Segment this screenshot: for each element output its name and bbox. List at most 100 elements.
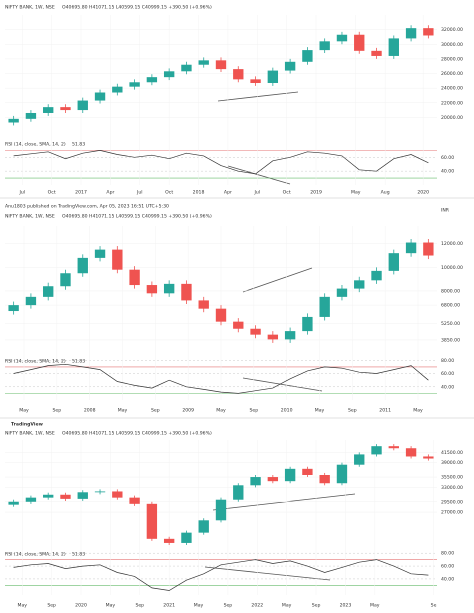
x-tick-label: May: [216, 408, 226, 414]
candle-body: [198, 300, 209, 309]
candle-body: [423, 28, 434, 36]
x-tick-label: May: [106, 603, 116, 609]
x-tick-label: Jul: [254, 190, 261, 196]
rsi-tick-label: 60.00: [441, 564, 454, 570]
candle-body: [112, 86, 123, 93]
candle-body: [319, 296, 330, 317]
x-tick-label: May: [413, 408, 423, 414]
rsi-label: RSI (14, close, SMA, 14, 2): [5, 552, 66, 558]
candle-body: [405, 242, 417, 254]
candle-body: [43, 494, 54, 498]
rsi-value: 51.83: [72, 142, 85, 148]
candle-body: [181, 283, 192, 301]
trend-line: [242, 267, 313, 293]
candle-body: [215, 499, 227, 521]
candle-body: [146, 503, 158, 539]
ohlc-text: O40695.80 H41071.15 L40599.15 C40999.15 …: [62, 431, 212, 437]
ohlc-text: O40695.80 H41071.15 L40599.15 C40999.15 …: [62, 5, 212, 11]
x-tick-label: Apr: [224, 190, 232, 196]
x-tick-label: May: [315, 408, 325, 414]
y-tick-label: 33000.00: [441, 485, 463, 491]
rsi-line: [13, 559, 429, 591]
y-tick-label: 35500.00: [441, 475, 463, 481]
candle-body: [25, 296, 37, 306]
x-tick-label: 2022: [251, 603, 263, 609]
x-tick-label: Sep: [249, 408, 258, 414]
candle-body: [8, 118, 19, 123]
candle-body: [94, 92, 106, 101]
candle-body: [112, 249, 123, 270]
candle-body: [233, 321, 244, 329]
x-tick-label: Sep: [312, 603, 321, 609]
y-tick-label: 8000.00: [441, 288, 460, 294]
x-tick-label: 2020: [417, 190, 429, 196]
trend-line: [204, 566, 331, 581]
candle-body: [388, 253, 399, 271]
candle-body: [146, 285, 158, 294]
x-tick-label: Sep: [224, 603, 233, 609]
candle-body: [354, 454, 365, 465]
candle-body: [284, 61, 296, 71]
candle-body: [43, 286, 54, 297]
x-tick-label: Jul: [19, 190, 26, 196]
y-tick-label: 5250.00: [441, 321, 460, 327]
rsi-tick-label: 80.00: [441, 358, 454, 364]
y-tick-label: 30000.00: [441, 42, 463, 48]
candle-body: [60, 494, 71, 499]
candle-body: [371, 270, 382, 281]
candle-body: [25, 497, 37, 502]
x-tick-label: Oct: [283, 190, 291, 196]
y-tick-label: 39000.00: [441, 460, 463, 466]
candle-body: [43, 107, 54, 113]
symbol-title: NIFTY BANK, 1W, NSE: [5, 5, 55, 11]
candle-body: [233, 485, 244, 500]
x-tick-label: May: [282, 603, 292, 609]
logo: TradingView: [11, 422, 44, 428]
x-tick-label: 2021: [163, 603, 175, 609]
x-tick-label: May: [194, 603, 204, 609]
y-tick-label: 32000.00: [441, 27, 463, 33]
rsi-tick-label: 60.00: [441, 155, 454, 161]
y-tick-label: 28000.00: [441, 56, 463, 62]
candle-body: [94, 249, 106, 258]
rsi-tick-label: 40.00: [441, 576, 454, 582]
candle-body: [284, 331, 296, 340]
candle-body: [267, 334, 279, 340]
x-tick-label: 2009: [182, 408, 194, 414]
y-tick-label: 29500.00: [441, 499, 463, 505]
y-tick-label: 26000.00: [441, 71, 463, 77]
candle-body: [129, 269, 140, 286]
rsi-tick-label: 40.00: [441, 169, 454, 175]
x-tick-label: 2008: [84, 408, 96, 414]
candle-body: [354, 34, 365, 51]
y-tick-label: 24000.00: [441, 86, 463, 92]
x-tick-label: Sep: [47, 603, 56, 609]
symbol-title: NIFTY BANK, 1W, NSE: [5, 214, 55, 220]
x-tick-label: Oct: [48, 190, 56, 196]
candle-body: [388, 446, 399, 449]
x-tick-label: Jul: [136, 190, 143, 196]
x-tick-label: May: [370, 603, 380, 609]
candle-body: [423, 242, 434, 256]
rsi-label: RSI (14, close, SMA, 14, 2): [5, 359, 66, 365]
candle-body: [215, 308, 227, 322]
trend-line: [217, 91, 299, 102]
candle-body: [405, 448, 417, 457]
y-tick-label: 41500.00: [441, 450, 463, 456]
x-tick-label: May: [351, 190, 361, 196]
x-tick-label: 2020: [75, 603, 87, 609]
candle-body: [336, 464, 348, 484]
rsi-tick-label: 80.00: [441, 551, 454, 557]
x-tick-label: May: [118, 408, 128, 414]
candle-body: [129, 82, 140, 87]
y-tick-label: 10000.00: [441, 265, 463, 271]
candle-body: [163, 71, 175, 78]
candle-body: [163, 538, 175, 543]
candle-body: [336, 288, 348, 297]
candle-body: [77, 492, 88, 499]
y-tick-label: 27000.00: [441, 510, 463, 516]
candle-body: [250, 477, 261, 486]
x-tick-label: Sep: [53, 408, 62, 414]
